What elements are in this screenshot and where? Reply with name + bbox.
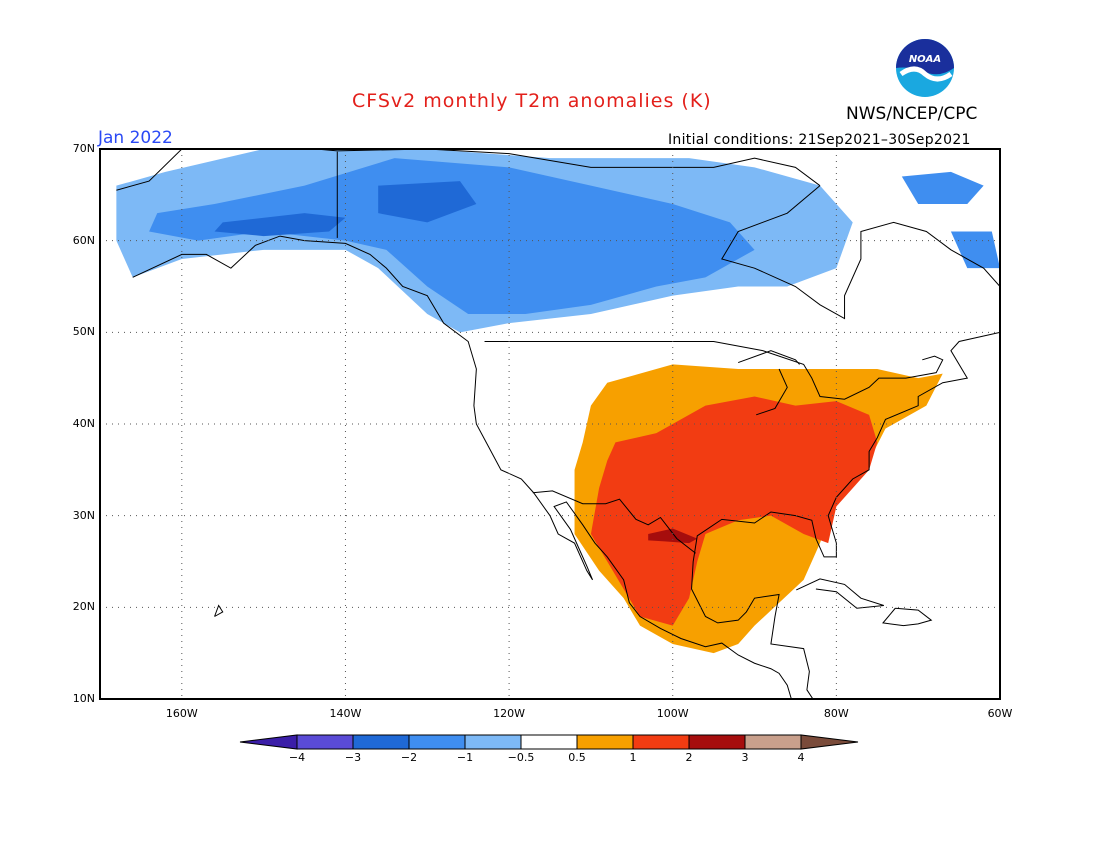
blue-anomaly-area-baffin [901, 171, 984, 204]
colorbar-segment [296, 734, 354, 750]
noaa-logo: NOAA [896, 39, 954, 97]
colorbar-tick-label: 1 [629, 751, 637, 764]
colorbar-tick-label: −3 [344, 751, 362, 764]
lake-michigan-shore [756, 368, 788, 416]
latitude-label: 60N [72, 233, 95, 247]
arctic-coastline [116, 149, 821, 191]
colorbar [239, 734, 859, 750]
us-canada-border [484, 341, 944, 400]
darkblue-anomaly-area-yukon [378, 181, 477, 223]
longitude-label: 140W [329, 707, 362, 720]
colorbar-segment [744, 734, 802, 750]
latitude-label: 30N [72, 508, 95, 522]
latitude-label: 10N [72, 692, 95, 705]
latitude-label: 50N [72, 325, 95, 339]
red-anomaly-area [590, 396, 878, 626]
colorbar-tick-label: 2 [685, 751, 693, 764]
colorbar-tick-label: −4 [288, 751, 306, 764]
longitude-label: 80W [823, 707, 849, 720]
colorbar-segment [632, 734, 690, 750]
east-coastline [691, 185, 1000, 699]
colorbar-tick-label: −2 [400, 751, 418, 764]
west-coastline [132, 235, 792, 699]
colorbar-tick-label: 0.5 [568, 751, 586, 764]
latitude-label: 70N [72, 142, 95, 155]
us-mexico-border [532, 490, 696, 554]
blue-anomaly-area [149, 158, 755, 314]
colorbar-segment [688, 734, 746, 750]
colorbar-segment [576, 734, 634, 750]
valid-month: Jan 2022 [98, 128, 173, 148]
colorbar-segment [352, 734, 410, 750]
longitude-label: 100W [656, 707, 689, 720]
map-title: CFSv2 monthly T2m anomalies (K) [352, 90, 712, 112]
colorbar-tick-label: 4 [797, 751, 805, 764]
latitude-label: 20N [72, 600, 95, 614]
longitude-label: 160W [165, 707, 198, 720]
colorbar-tick-label: −1 [456, 751, 474, 764]
longitude-label: 120W [493, 707, 526, 720]
colorbar-segment [464, 734, 522, 750]
darkblue-anomaly-area-alaska [214, 213, 346, 237]
organization-label: NWS/NCEP/CPC [846, 104, 978, 124]
colorbar-low-arrow [239, 734, 298, 750]
colorbar-segment [408, 734, 466, 750]
cuba-island [796, 578, 884, 609]
initial-conditions: Initial conditions: 21Sep2021–30Sep2021 [668, 132, 971, 148]
svg-text:NOAA: NOAA [909, 54, 941, 65]
hispaniola-island [882, 607, 933, 627]
hawaii-island [214, 604, 224, 617]
darkred-anomaly-area [648, 528, 698, 544]
lake-superior-shore [738, 350, 800, 365]
latitude-label: 40N [72, 417, 95, 430]
colorbar-tick-label: 3 [741, 751, 749, 764]
blue-anomaly-area-labrador [950, 231, 1000, 269]
longitude-label: 60W [987, 707, 1013, 720]
colorbar-tick-label: −0.5 [507, 751, 535, 764]
map-frame [99, 148, 1001, 700]
colorbar-high-arrow [800, 734, 859, 750]
colorbar-segment [520, 734, 578, 750]
